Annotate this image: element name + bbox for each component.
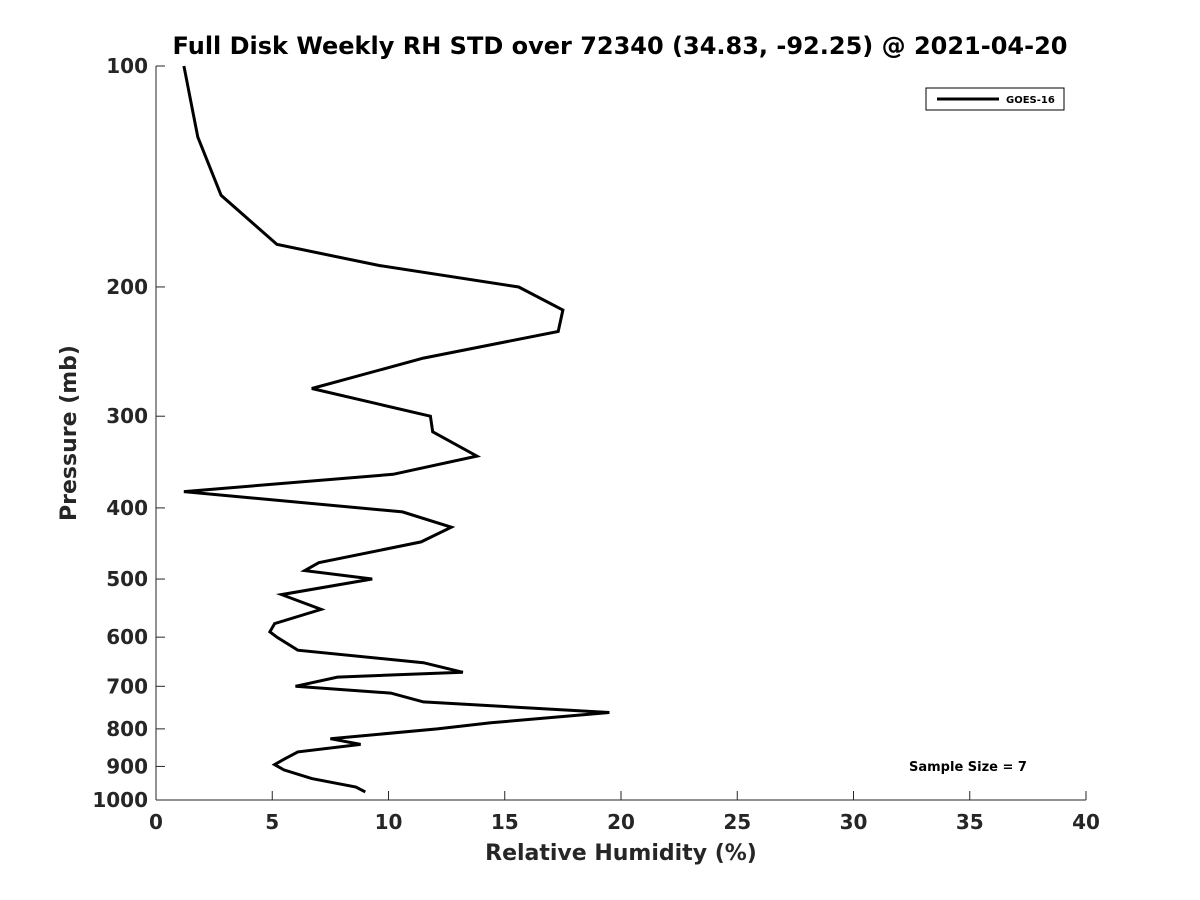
x-tick-label: 15: [491, 810, 519, 834]
y-axis-label: Pressure (mb): [57, 345, 82, 521]
series-layer: [182, 65, 610, 794]
y-tick-label: 1000: [92, 788, 148, 812]
y-tick-label: 200: [106, 275, 148, 299]
x-tick-label: 5: [265, 810, 279, 834]
x-tick-label: 25: [723, 810, 751, 834]
y-tick-label: 900: [106, 754, 148, 778]
x-axis-label: Relative Humidity (%): [485, 841, 757, 866]
plot-axes: [155, 66, 1086, 801]
x-tick-label: 20: [607, 810, 635, 834]
x-tick-label: 40: [1072, 810, 1100, 834]
legend-label-goes16: GOES-16: [1006, 95, 1055, 106]
y-tick-label: 600: [106, 625, 148, 649]
x-tick-label: 0: [149, 810, 163, 834]
sample-size-annotation: Sample Size = 7: [909, 760, 1027, 775]
y-tick-label: 300: [106, 404, 148, 428]
x-tick-label: 35: [956, 810, 984, 834]
y-tick-label: 100: [106, 54, 148, 78]
chart-title: Full Disk Weekly RH STD over 72340 (34.8…: [173, 32, 1068, 60]
y-tick-label: 700: [106, 674, 148, 698]
y-tick-label: 500: [106, 567, 148, 591]
x-tick-label: 30: [840, 810, 868, 834]
y-axis-ticks: 100 200 300 400 500 600 700 800 900 1000: [92, 54, 165, 812]
y-tick-label: 800: [106, 717, 148, 741]
y-tick-label: 400: [106, 496, 148, 520]
series-line-goes-16: [182, 65, 610, 794]
x-tick-label: 10: [375, 810, 403, 834]
legend: GOES-16: [925, 87, 1065, 111]
x-axis-ticks: 0 5 10 15 20 25 30 35 40: [149, 791, 1100, 834]
